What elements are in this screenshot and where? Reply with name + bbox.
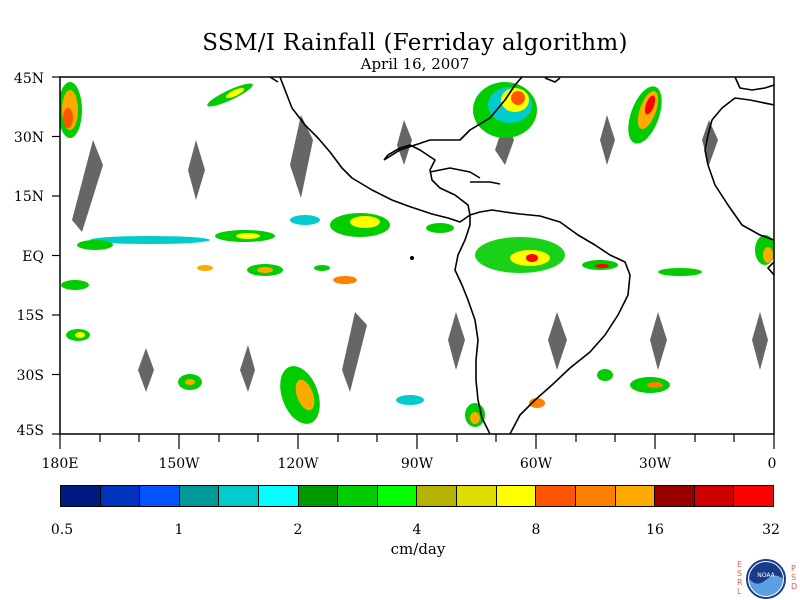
lon-label-0: 0 xyxy=(767,456,777,472)
colorbar-swatch xyxy=(694,486,735,506)
lat-label-15n: 15N xyxy=(13,189,44,205)
lat-label-30n: 30N xyxy=(13,130,44,146)
lon-label-30w: 30W xyxy=(638,456,672,472)
colorbar-swatch xyxy=(140,486,180,506)
map-title: SSM/I Rainfall (Ferriday algorithm) xyxy=(202,30,628,56)
colorbar-tick-8: 8 xyxy=(531,522,541,538)
colorbar-units: cm/day xyxy=(390,540,446,558)
lat-label-15s: 15S xyxy=(16,308,44,324)
colorbar-tick-16: 16 xyxy=(646,522,664,538)
colorbar-swatch xyxy=(655,486,695,506)
colorbar-swatch xyxy=(377,486,418,506)
lon-label-180e: 180E xyxy=(41,456,79,472)
colorbar-swatch xyxy=(575,486,616,506)
lat-label-45s: 45S xyxy=(16,423,44,439)
colorbar-swatch xyxy=(496,486,537,506)
lat-label-eq: EQ xyxy=(22,249,44,265)
colorbar-swatch xyxy=(298,486,339,506)
colorbar-tick-32: 32 xyxy=(762,522,780,538)
map-date: April 16, 2007 xyxy=(360,55,470,73)
lat-label-30s: 30S xyxy=(16,368,44,384)
axis-ticks xyxy=(52,76,775,449)
colorbar-swatch xyxy=(338,486,378,506)
colorbar-swatch xyxy=(61,486,101,506)
lon-label-90w: 90W xyxy=(400,456,434,472)
colorbar-tick-1: 1 xyxy=(174,522,184,538)
lon-label-150w: 150W xyxy=(158,456,200,472)
lon-label-60w: 60W xyxy=(519,456,553,472)
map-background xyxy=(60,77,774,434)
colorbar-swatch xyxy=(100,486,141,506)
colorbar-swatch xyxy=(417,486,458,506)
colorbar-tick-0-5: 0.5 xyxy=(50,522,74,538)
colorbar-tick-4: 4 xyxy=(412,522,422,538)
colorbar-swatch xyxy=(734,486,773,506)
colorbar-swatch xyxy=(259,486,299,506)
noaa-logo[interactable]: E S R L NOAA P S D xyxy=(735,558,799,600)
colorbar-swatch xyxy=(457,486,497,506)
colorbar-swatch xyxy=(219,486,260,506)
svg-text:NOAA: NOAA xyxy=(757,572,775,579)
coastlines xyxy=(269,77,774,434)
colorbar-swatch xyxy=(615,486,656,506)
colorbar-swatch xyxy=(536,486,576,506)
colorbar-tick-2: 2 xyxy=(293,522,303,538)
lat-label-45n: 45N xyxy=(13,71,44,87)
noaa-emblem-icon: NOAA xyxy=(746,559,786,599)
colorbar-swatch xyxy=(179,486,220,506)
lon-label-120w: 120W xyxy=(277,456,319,472)
rainfall-patches xyxy=(60,82,774,427)
colorbar xyxy=(60,485,774,507)
missing-data-swaths xyxy=(72,115,768,392)
